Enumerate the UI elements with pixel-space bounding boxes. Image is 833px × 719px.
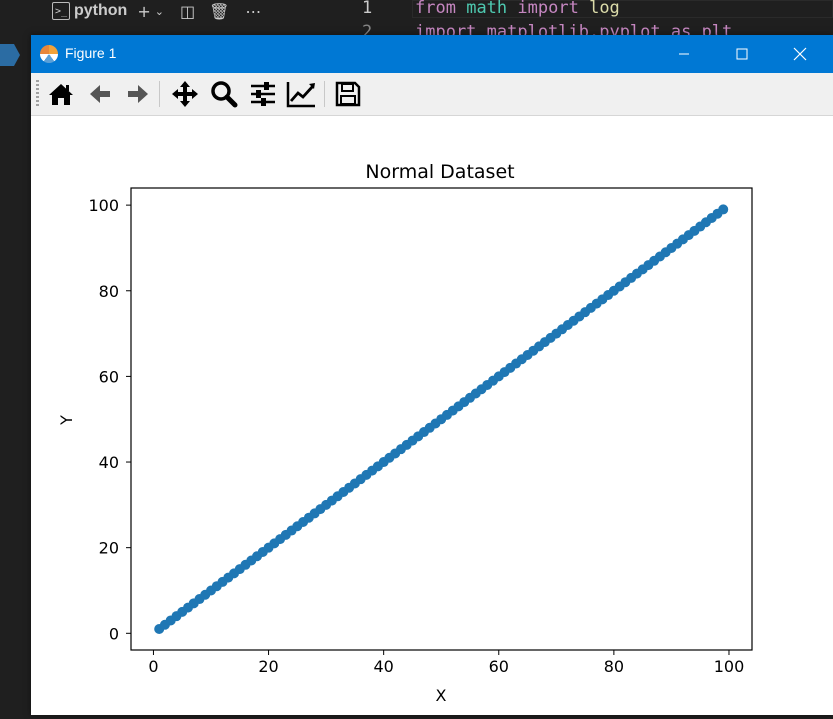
x-tick-label: 60: [489, 657, 509, 676]
window-title: Figure 1: [65, 45, 117, 61]
line-number: 2: [362, 22, 373, 42]
toolbar-separator: [324, 81, 325, 107]
terminal-tab[interactable]: >_ python + ⌄ ◫ 🗑 ⋯: [52, 0, 261, 22]
edit-axis-icon: [286, 82, 315, 108]
save-icon: [335, 81, 361, 107]
panel-marker: [0, 44, 20, 66]
configure-subplots-icon: [251, 82, 275, 106]
chevron-down-icon[interactable]: ⌄: [154, 4, 164, 18]
back-button[interactable]: [85, 79, 115, 109]
forward-icon: [128, 85, 148, 103]
module-name: math: [466, 0, 508, 18]
figure-window: Figure 1: [31, 35, 833, 715]
x-tick-label: 0: [148, 657, 158, 676]
more-actions-icon[interactable]: ⋯: [245, 1, 262, 21]
y-tick-label: 60: [99, 367, 119, 386]
save-button[interactable]: [333, 79, 363, 109]
pan-button[interactable]: [170, 79, 200, 109]
configure-subplots-button[interactable]: [248, 79, 278, 109]
axes-frame: [130, 187, 753, 651]
maximize-icon: [736, 48, 748, 60]
keyword-import: import: [517, 0, 579, 18]
y-tick-label: 0: [109, 624, 119, 643]
trash-icon[interactable]: 🗑: [209, 1, 230, 21]
x-tick-label: 40: [373, 657, 393, 676]
close-icon: [793, 47, 807, 61]
home-icon: [49, 84, 73, 105]
title-bar[interactable]: Figure 1: [31, 35, 833, 73]
close-button[interactable]: [777, 35, 823, 73]
scatter-chart: Normal Dataset 0 20 40 60 80 100 0 20 40 60 80 100…: [57, 161, 753, 705]
home-button[interactable]: [46, 79, 76, 109]
edit-axis-button[interactable]: [286, 79, 316, 109]
line-number: 1: [362, 0, 373, 18]
toolbar-separator: [159, 81, 160, 107]
code-line-1: from math import log: [415, 0, 620, 18]
terminal-name: python: [74, 2, 128, 19]
keyword-from: from: [415, 0, 456, 18]
maximize-button[interactable]: [719, 35, 765, 73]
matplotlib-logo-icon: [40, 45, 58, 63]
x-tick-label: 100: [714, 657, 745, 676]
figure-canvas[interactable]: Normal Dataset 0 20 40 60 80 100 0 20 40 60 80 100…: [31, 116, 833, 715]
minimize-button[interactable]: [661, 35, 707, 73]
imported-name: log: [589, 0, 620, 18]
y-tick-label: 40: [99, 453, 119, 472]
y-tick-label: 20: [99, 539, 119, 558]
scatter-point: [718, 204, 729, 215]
minimize-icon: [679, 53, 689, 55]
x-axis-label: X: [436, 686, 447, 705]
toolbar-grip[interactable]: [36, 80, 39, 108]
x-tick-label: 20: [258, 657, 278, 676]
zoom-icon: [211, 81, 238, 108]
split-terminal-icon[interactable]: ◫: [179, 1, 196, 21]
y-axis-label: Y: [57, 415, 76, 426]
pan-icon: [172, 81, 198, 107]
chart-title: Normal Dataset: [365, 161, 514, 183]
forward-button[interactable]: [123, 79, 153, 109]
back-icon: [90, 85, 110, 103]
terminal-icon: >_: [52, 2, 70, 20]
navigation-toolbar: [31, 73, 833, 116]
y-tick-label: 100: [88, 196, 119, 215]
zoom-button[interactable]: [209, 79, 239, 109]
y-tick-label: 80: [99, 282, 119, 301]
new-terminal-icon[interactable]: +: [137, 1, 151, 21]
x-tick-label: 80: [604, 657, 624, 676]
